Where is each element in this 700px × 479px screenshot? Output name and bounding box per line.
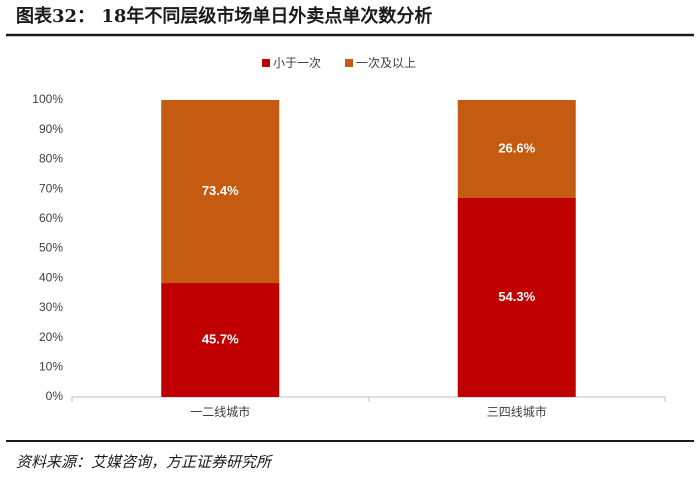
bar-segment	[161, 283, 280, 397]
legend-label: 一次及以上	[356, 56, 416, 70]
value-label: 26.6%	[498, 140, 535, 155]
legend-swatch	[262, 59, 270, 67]
y-tick-label: 60%	[39, 211, 63, 225]
y-tick-label: 50%	[39, 241, 63, 255]
y-tick-label: 0%	[46, 389, 64, 403]
y-tick-label: 10%	[39, 359, 63, 373]
legend-swatch	[345, 59, 354, 67]
value-label: 73.4%	[202, 183, 239, 198]
bar-segment	[457, 197, 576, 397]
x-tick-label: 一二线城市	[190, 404, 250, 419]
y-tick-label: 90%	[39, 122, 63, 136]
legend-label: 小于一次	[273, 56, 321, 70]
chart-title: 图表32： 18年不同层级市场单日外卖点单次数分析	[16, 5, 432, 27]
y-tick-label: 40%	[39, 270, 63, 284]
value-label: 45.7%	[202, 331, 239, 346]
y-tick-label: 70%	[39, 181, 63, 195]
y-tick-label: 80%	[39, 152, 63, 166]
y-tick-label: 20%	[39, 330, 63, 344]
value-label: 54.3%	[498, 289, 535, 304]
bar-segment	[457, 100, 576, 198]
bar-segment	[161, 100, 280, 284]
x-tick-label: 三四线城市	[487, 404, 547, 419]
y-tick-label: 100%	[32, 92, 63, 106]
source: 资料来源：艾媒咨询，方正证券研究所	[16, 453, 273, 471]
y-tick-label: 30%	[39, 300, 63, 314]
